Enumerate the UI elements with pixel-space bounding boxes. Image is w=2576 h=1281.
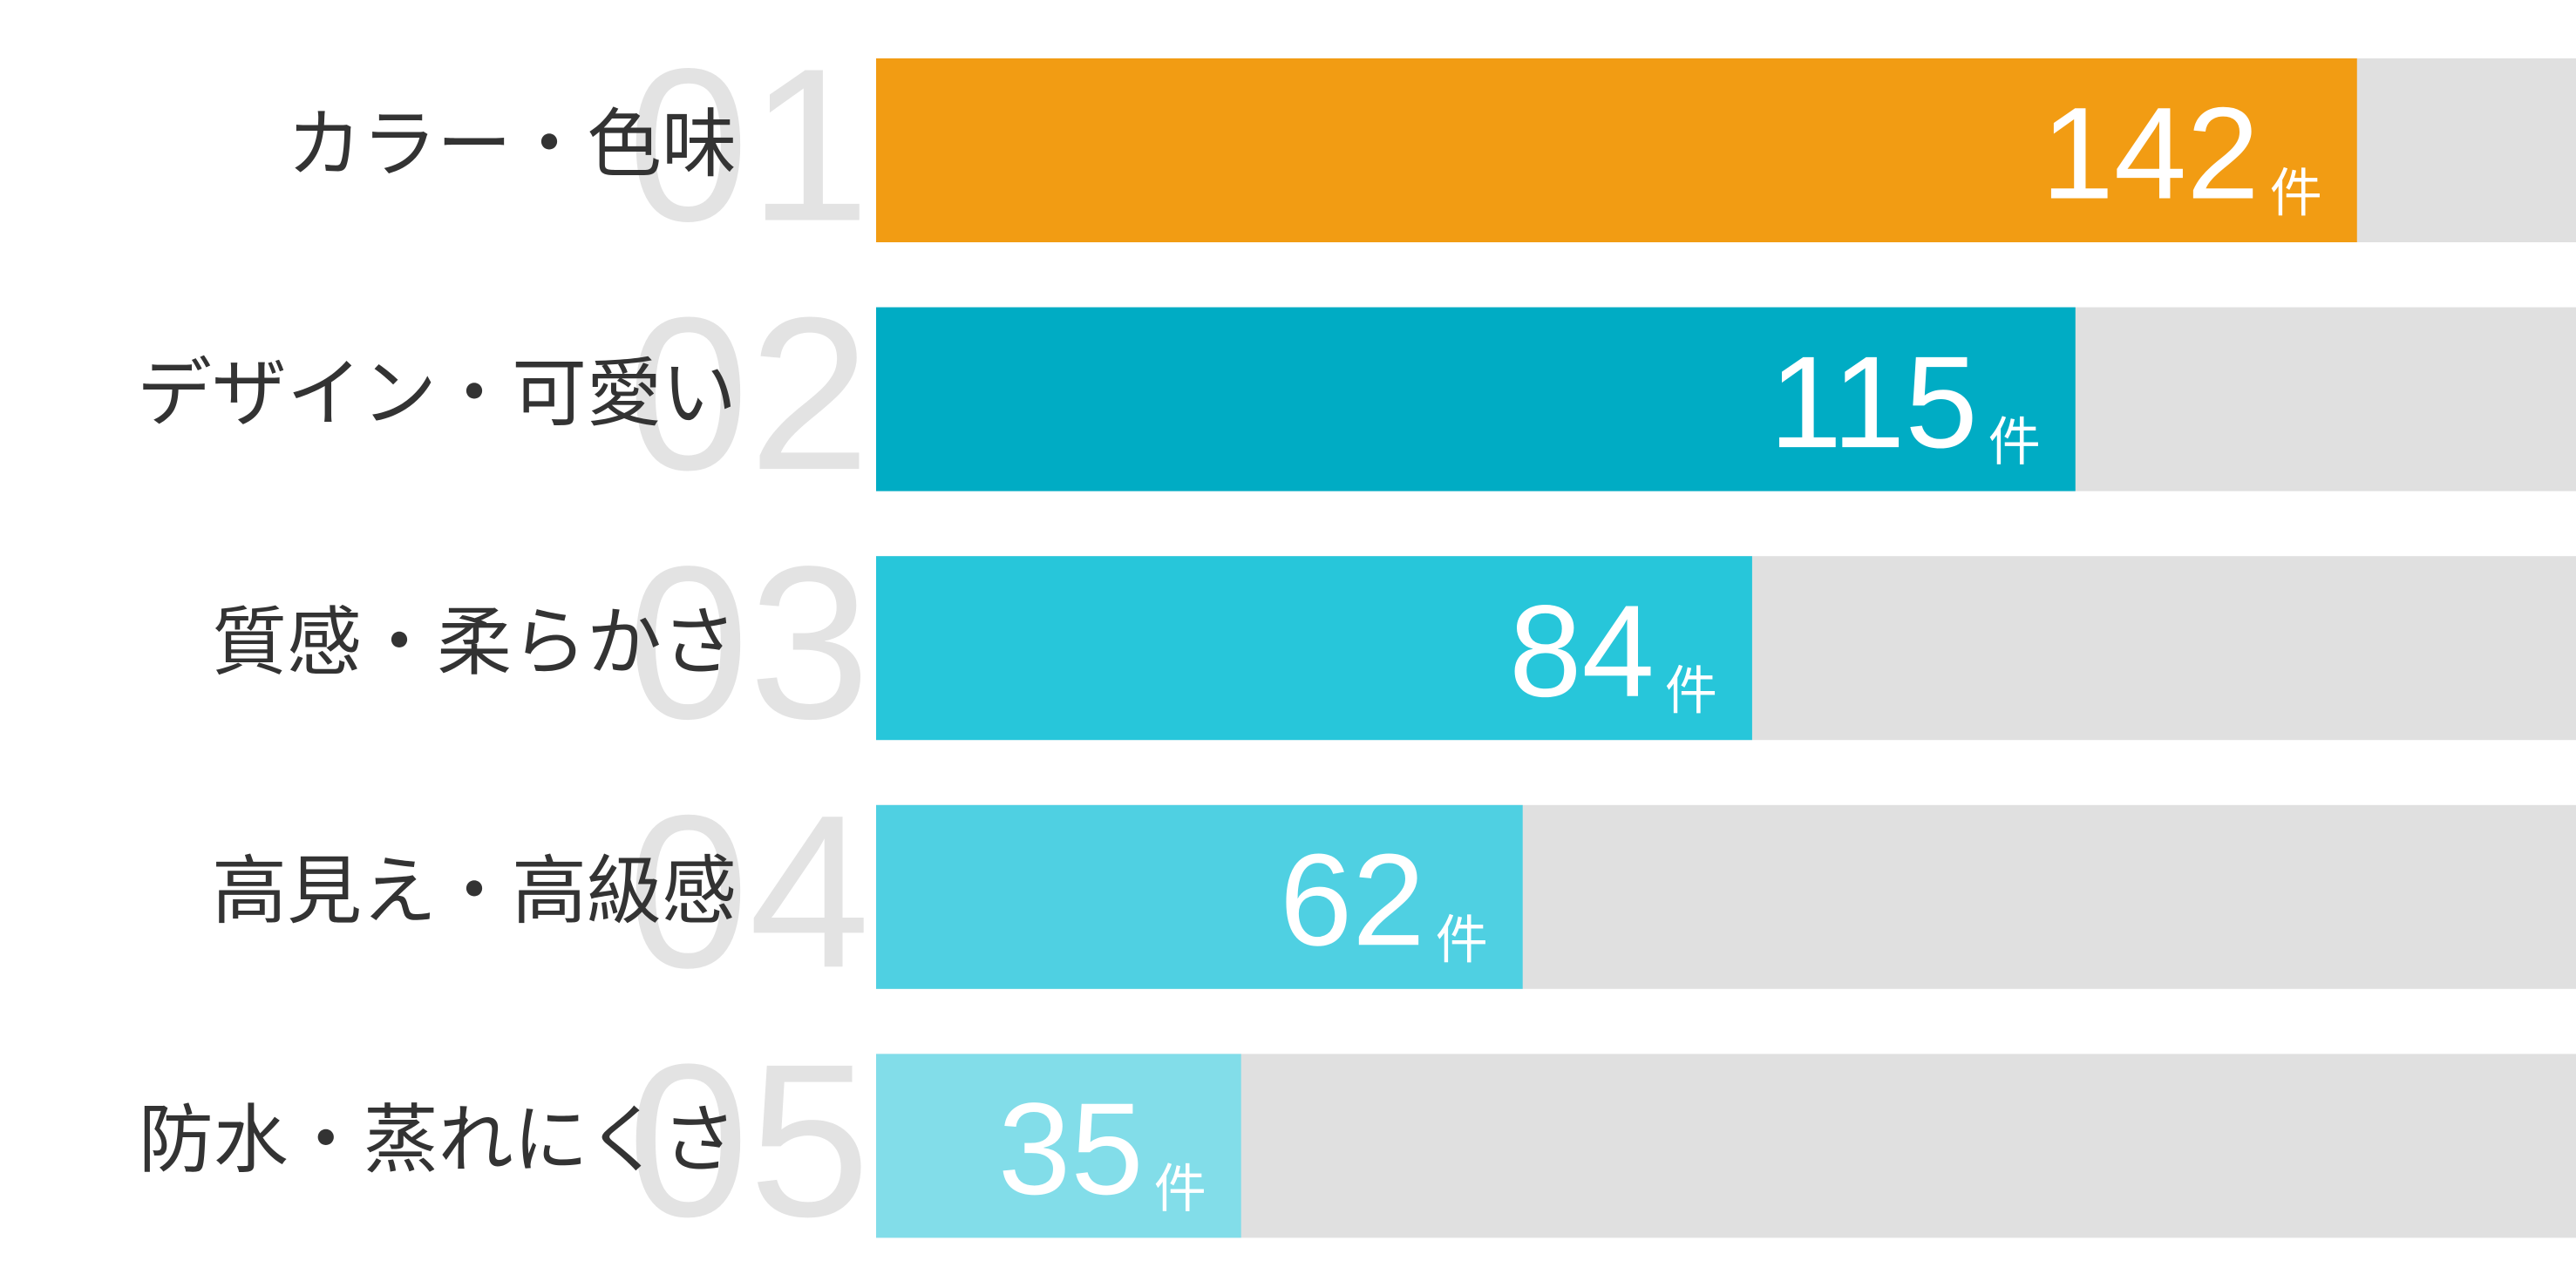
rank-number: 04	[628, 769, 870, 1013]
value-label: 142	[2041, 80, 2259, 227]
rank-number: 05	[628, 1019, 870, 1262]
bar	[876, 58, 2357, 242]
value-unit: 件	[1154, 1160, 1206, 1218]
value-unit: 件	[1665, 662, 1717, 721]
value-unit: 件	[1436, 911, 1488, 969]
category-label: 質感・柔らかさ	[212, 600, 737, 684]
bar	[876, 1054, 1241, 1238]
category-label: カラー・色味	[287, 103, 737, 186]
bar	[876, 556, 1752, 741]
value-label: 35	[998, 1075, 1144, 1222]
rank-number: 02	[628, 272, 870, 515]
value-unit: 件	[2270, 165, 2322, 223]
category-label: 高見え・高級感	[212, 850, 737, 933]
value-unit: 件	[1988, 413, 2041, 471]
rank-number: 03	[628, 521, 870, 764]
bar	[876, 307, 2076, 491]
bar	[876, 804, 1523, 989]
rank-number: 01	[628, 24, 870, 267]
category-label: 防水・蒸れにくさ	[139, 1099, 737, 1183]
category-label: デザイン・可愛い	[137, 352, 737, 436]
value-label: 84	[1509, 578, 1655, 724]
value-label: 115	[1770, 329, 1978, 475]
value-label: 62	[1280, 826, 1425, 973]
